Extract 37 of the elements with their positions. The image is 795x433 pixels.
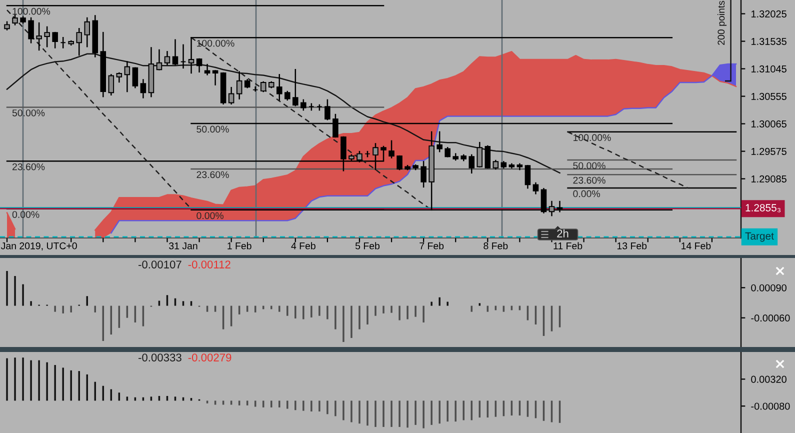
y-tick-label: 1.30065 <box>751 120 786 128</box>
ref-line-label: Target <box>745 232 774 242</box>
series-label: 50.00% <box>573 162 606 170</box>
x-tick-label: 5 Feb <box>355 242 380 250</box>
series-label: 23.60% <box>196 171 229 178</box>
x-tick-label: 7 Feb <box>420 242 444 250</box>
y-tick-label: 1.29575 <box>751 148 786 155</box>
annotation: 2h <box>557 229 568 238</box>
series-label: 100.00% <box>574 134 611 142</box>
annotation: -0.00107 <box>138 260 182 268</box>
y-tick-label: -0.00080 <box>751 402 790 410</box>
y-tick-label: -0.00060 <box>751 314 790 322</box>
series-label: 100.00% <box>197 40 234 47</box>
series-label: 0.00% <box>196 212 224 220</box>
annotation: 200 points <box>717 0 727 45</box>
x-tick-label: 13 Feb <box>617 242 647 250</box>
annotation: -0.00333 <box>138 354 182 362</box>
y-tick-label: 0.00090 <box>751 284 786 292</box>
y-tick-label: 0.00320 <box>751 376 786 383</box>
series-label: 23.60% <box>573 176 606 184</box>
x-tick-label: 11 Feb <box>554 242 582 250</box>
x-tick-label: Jan 2019, UTC+0 <box>0 242 77 250</box>
annotation: -0.00279 <box>188 354 232 362</box>
series-label: 50.00% <box>196 126 229 133</box>
x-tick-label: 8 Feb <box>484 242 508 250</box>
ref-line-label: 1.2855₃ <box>746 204 781 212</box>
y-tick-label: 1.29085 <box>751 175 786 183</box>
series-label: 0.00% <box>573 190 600 198</box>
x-tick-label: 1 Feb <box>228 242 252 250</box>
x-tick-label: 31 Jan <box>169 242 198 250</box>
y-tick-label: 1.31045 <box>751 65 786 72</box>
y-tick-label: 1.31535 <box>751 38 786 45</box>
annotation: -0.00112 <box>188 260 230 268</box>
y-tick-label: 1.30555 <box>751 92 786 100</box>
y-tick-label: 1.32025 <box>751 10 786 18</box>
x-tick-label: 4 Feb <box>291 242 316 250</box>
x-tick-label: 14 Feb <box>682 242 711 250</box>
